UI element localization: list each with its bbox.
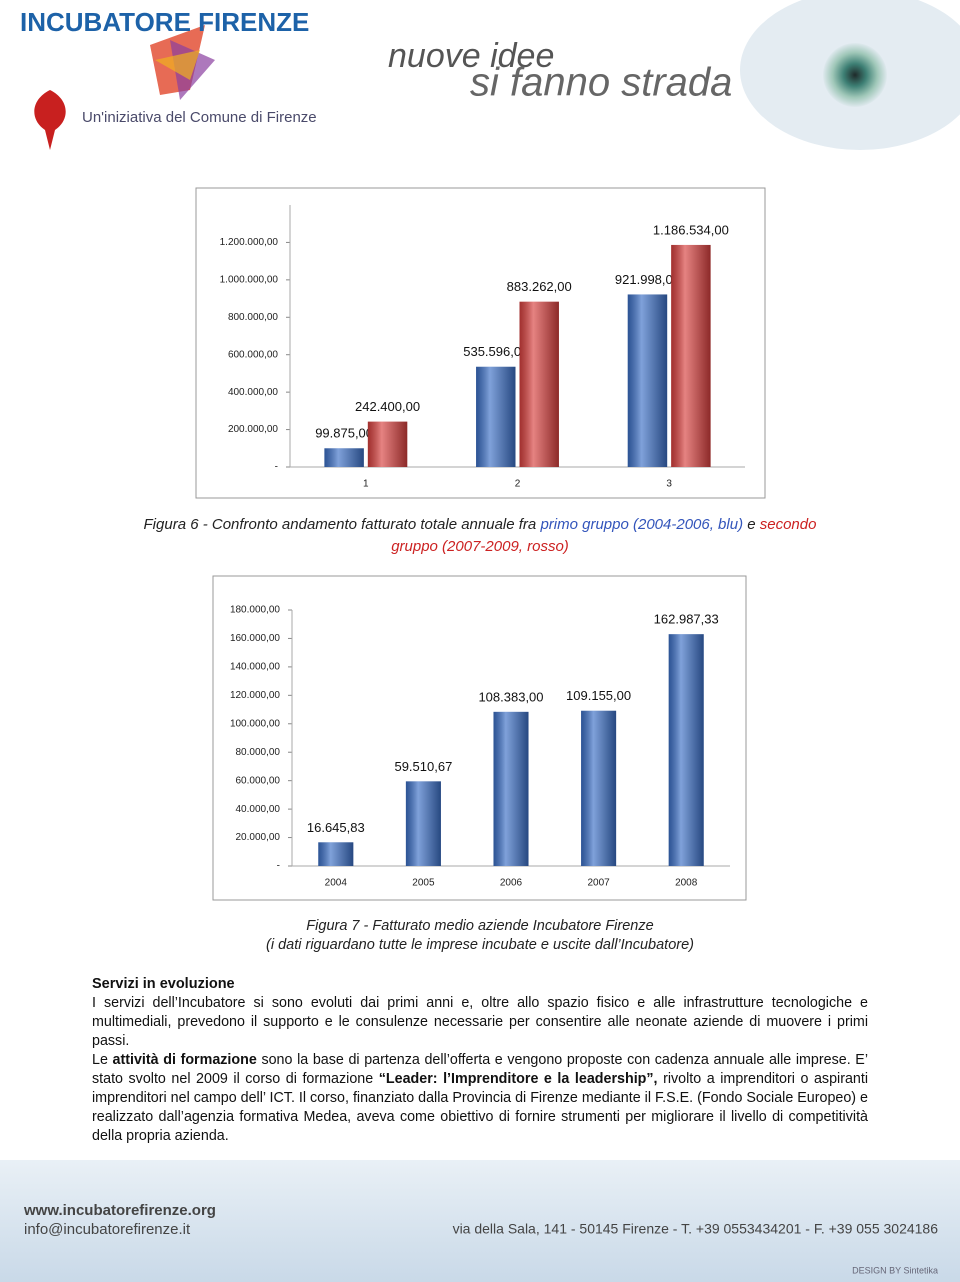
y-tick-label: 180.000,00 <box>230 605 280 616</box>
brand: INCUBATORE FIRENZE <box>20 7 309 37</box>
text-run: Figura 7 - Fatturato medio aziende Incub… <box>306 918 654 934</box>
bar-shading <box>519 301 559 467</box>
caption-line: gruppo (2007-2009, rosso) <box>60 536 900 558</box>
x-tick-label: 2 <box>515 479 521 490</box>
x-tick-label: 2008 <box>675 878 698 889</box>
value-label: 1.186.534,00 <box>653 222 729 237</box>
y-tick-label: 100.000,00 <box>230 718 280 729</box>
text-run: “Leader: l’Imprenditore e la leadership”… <box>378 1071 658 1087</box>
y-tick-label: 160.000,00 <box>230 633 280 644</box>
footer-email: info@incubatorefirenze.it <box>24 1221 191 1238</box>
caption-line: Figura 6 - Confronto andamento fatturato… <box>60 514 900 536</box>
y-tick-label: 1.000.000,00 <box>220 274 279 285</box>
text-run: rivolto a imprenditori o aspiranti impre… <box>92 1071 869 1144</box>
text-run: sono la base di partenza dell’offerta e … <box>92 1052 868 1087</box>
text-run: Figura 6 - Confronto andamento fatturato… <box>143 516 541 533</box>
value-label: 59.510,67 <box>394 759 452 774</box>
text-run: primo gruppo (2004-2006, blu) <box>540 516 744 533</box>
text-run: attività di formazione <box>112 1052 257 1068</box>
y-tick-label: - <box>275 462 278 473</box>
bar-shading <box>324 448 364 467</box>
text-run: secondo <box>759 516 817 533</box>
y-tick-label: 40.000,00 <box>236 804 281 815</box>
bar-shading <box>493 711 529 866</box>
y-tick-label: 400.000,00 <box>228 387 278 398</box>
value-label: 16.645,83 <box>307 820 365 835</box>
y-tick-label: - <box>277 861 280 872</box>
value-label: 99.875,00 <box>315 426 373 441</box>
y-tick-label: 80.000,00 <box>236 747 281 758</box>
lily-logo <box>34 90 66 150</box>
value-label: 109.155,00 <box>566 688 631 703</box>
chart-frame <box>212 575 747 901</box>
footer-website: www.incubatorefirenze.org <box>23 1202 216 1219</box>
footer-credit: DESIGN BY Sintetika <box>852 1265 938 1275</box>
value-label: 535.596,00 <box>463 344 528 359</box>
value-label: 162.987,33 <box>654 612 719 627</box>
bar-shading <box>476 366 516 467</box>
value-label: 242.400,00 <box>355 399 420 414</box>
text-run: Le <box>92 1052 113 1068</box>
text-run: (i dati riguardano tutte le imprese incu… <box>266 937 694 953</box>
value-label: 921.998,00 <box>615 272 680 287</box>
footer-bg <box>0 1160 960 1282</box>
value-label: 108.383,00 <box>478 689 543 704</box>
bar-shading <box>671 244 711 467</box>
y-tick-label: 60.000,00 <box>236 775 281 786</box>
y-tick-label: 600.000,00 <box>228 349 278 360</box>
text-run: e <box>743 516 760 533</box>
slogan: si fanno strada <box>470 61 732 105</box>
section-heading: Servizi in evoluzione <box>92 976 235 992</box>
y-tick-label: 1.200.000,00 <box>220 237 279 248</box>
body-text: Servizi in evoluzione I servizi dell’Incu… <box>92 975 868 1146</box>
slogan: nuove idee <box>388 37 554 75</box>
value-label: 883.262,00 <box>507 279 572 294</box>
x-tick-label: 2004 <box>325 878 348 889</box>
text-run: I servizi dell’Incubatore si sono evolut… <box>92 995 868 1049</box>
x-tick-label: 2005 <box>412 878 435 889</box>
logo-shape <box>155 50 200 80</box>
bar-shading <box>318 842 354 866</box>
y-tick-label: 800.000,00 <box>228 312 278 323</box>
y-tick-label: 140.000,00 <box>230 662 280 673</box>
footer-address: via della Sala, 141 - 50145 Firenze - T.… <box>453 1221 939 1237</box>
initiative: Un'iniziativa del Comune di Firenze <box>82 109 317 126</box>
bar-shading <box>581 710 617 866</box>
bar-shading <box>627 294 668 467</box>
header-eye <box>823 43 887 107</box>
text-run: gruppo (2007-2009, rosso) <box>391 538 569 555</box>
y-tick-label: 120.000,00 <box>230 690 280 701</box>
bar-shading <box>405 781 441 866</box>
bar-shading <box>668 634 704 866</box>
paragraph: I servizi dell’Incubatore si sono evolut… <box>92 994 868 1051</box>
x-tick-label: 3 <box>666 479 672 490</box>
caption-line: Figura 7 - Fatturato medio aziende Incub… <box>60 917 900 936</box>
y-tick-label: 200.000,00 <box>228 424 278 435</box>
figure-caption: Figura 6 - Confronto andamento fatturato… <box>60 514 900 558</box>
x-tick-label: 2006 <box>500 878 523 889</box>
y-tick-label: 20.000,00 <box>236 832 281 843</box>
caption-line: (i dati riguardano tutte le imprese incu… <box>60 936 900 955</box>
x-tick-label: 2007 <box>587 878 610 889</box>
x-tick-label: 1 <box>363 479 369 490</box>
figure-caption: Figura 7 - Fatturato medio aziende Incub… <box>60 917 900 955</box>
paragraph: Le attività di formazione sono la base d… <box>92 1051 868 1146</box>
bar-shading <box>367 421 408 467</box>
